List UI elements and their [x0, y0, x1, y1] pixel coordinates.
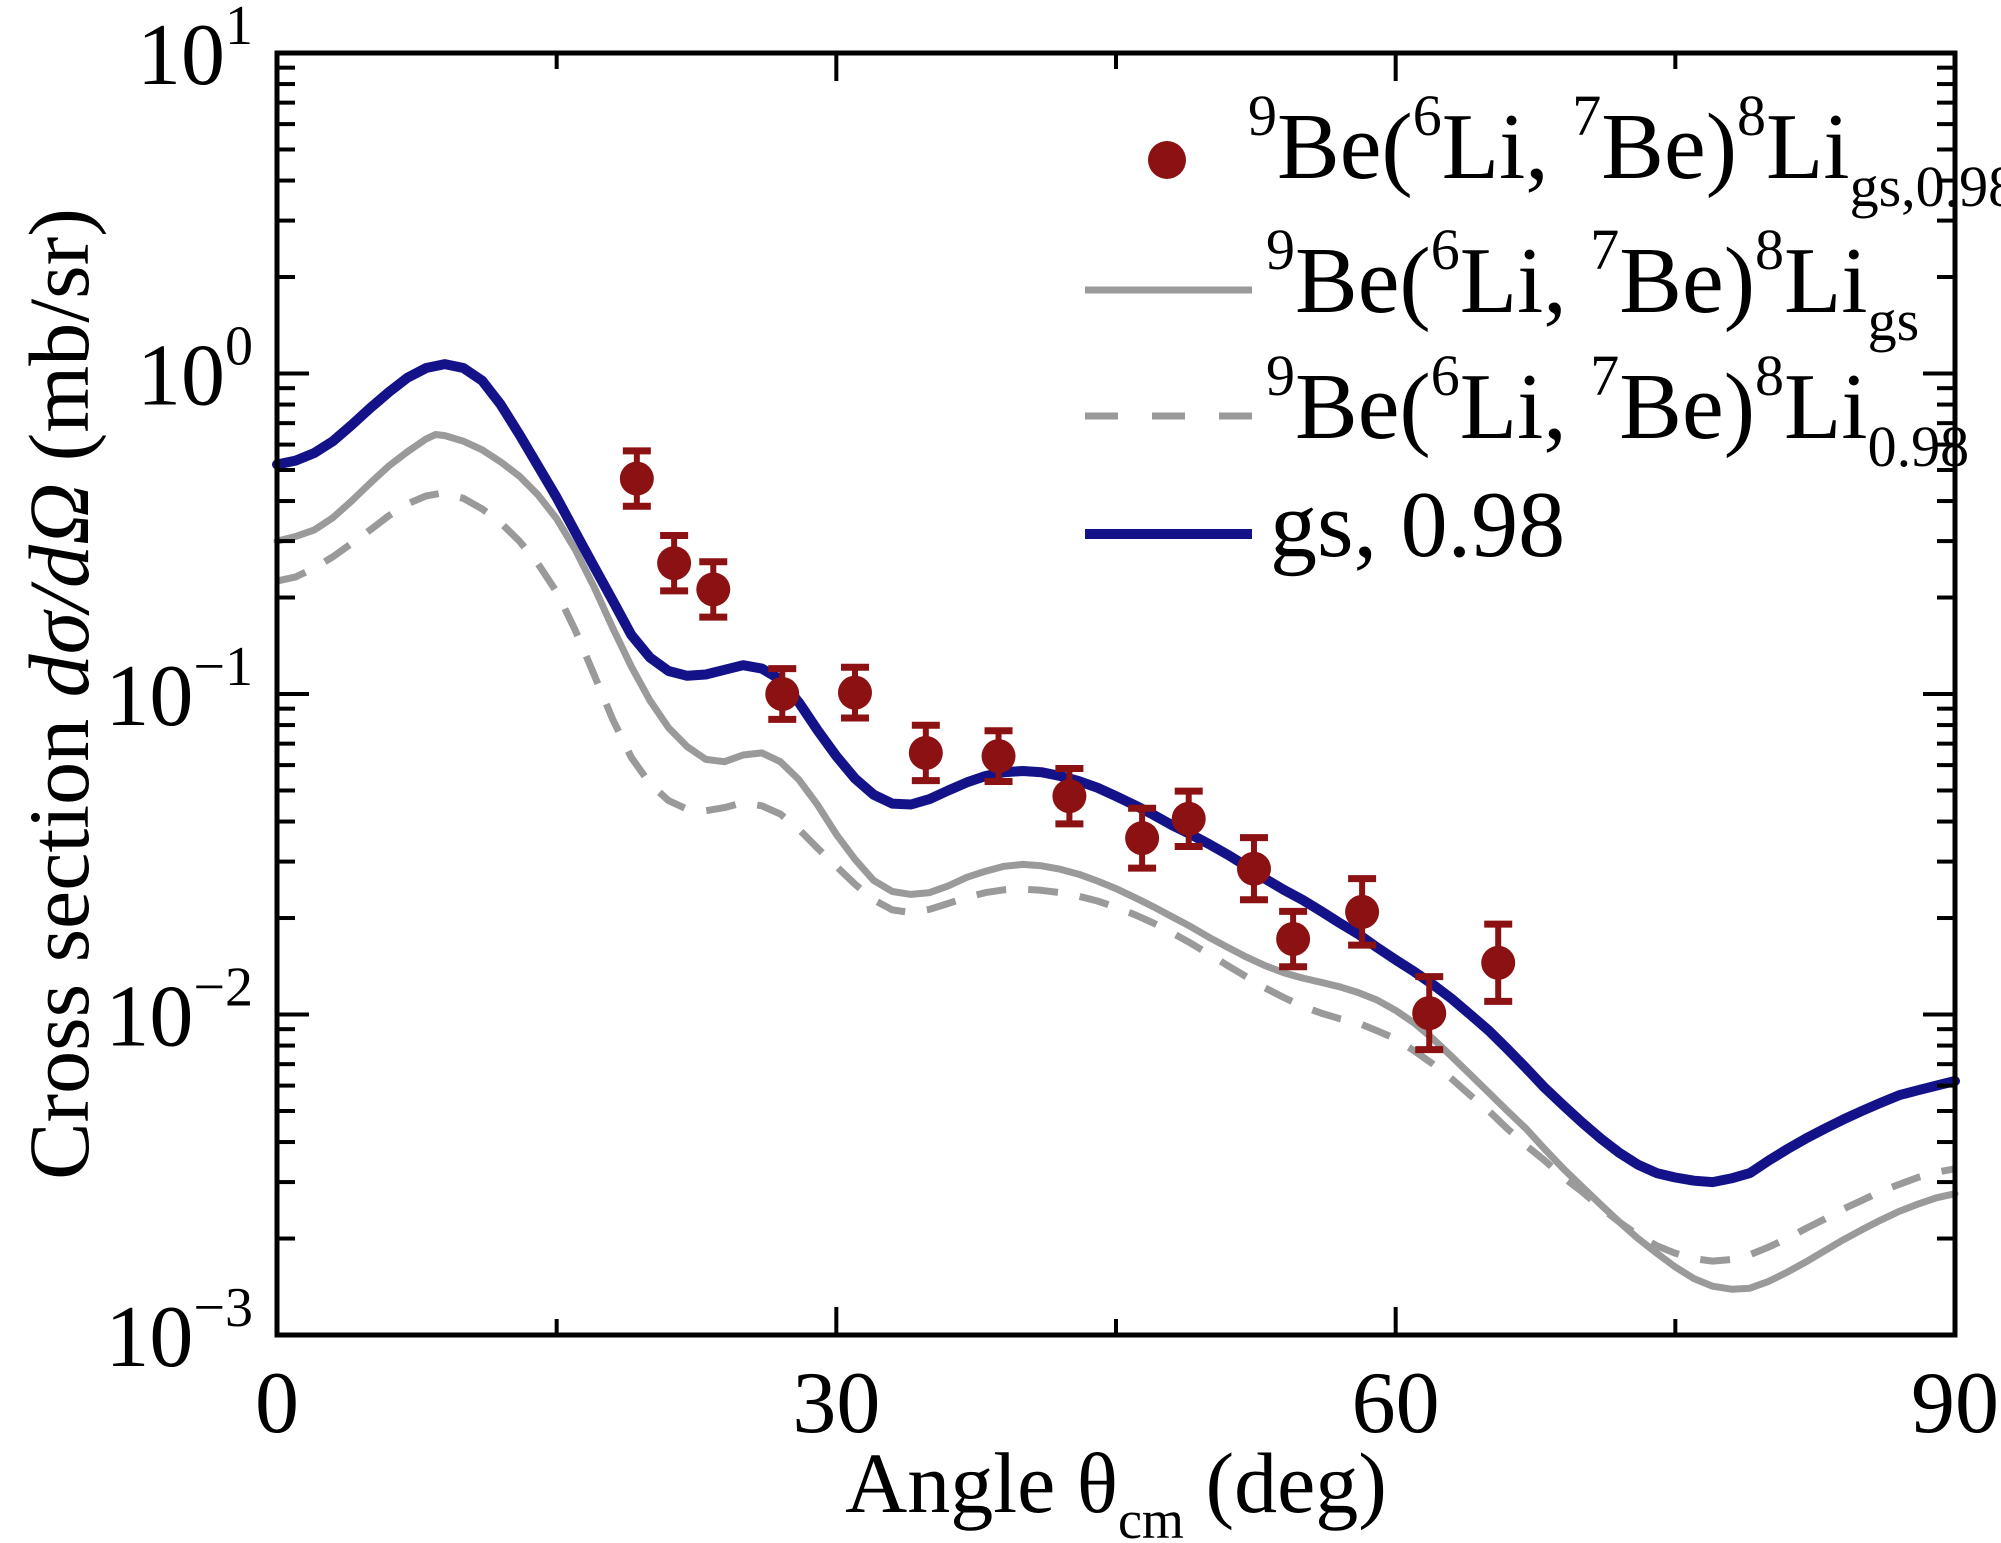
- data-point-marker: [1052, 779, 1087, 814]
- legend-label: gs, 0.98: [1270, 473, 1565, 577]
- x-tick-label: 0: [255, 1355, 299, 1452]
- data-point-marker: [1481, 945, 1516, 980]
- legend-label: 9Be(6Li, 7Be)8Ligs: [1266, 217, 1919, 353]
- data-point-marker: [696, 572, 731, 607]
- data-point-marker: [765, 677, 800, 711]
- data-point-marker: [837, 675, 872, 710]
- legend-item-data: 9Be(6Li, 7Be)8Ligs,0.98: [1148, 83, 2001, 219]
- legend-item-sum: gs, 0.98: [1085, 473, 1565, 577]
- data-point: [981, 727, 1016, 785]
- data-point-marker: [1236, 851, 1271, 886]
- data-point: [1276, 907, 1311, 971]
- legend-label: 9Be(6Li, 7Be)8Li0.98: [1266, 343, 1969, 479]
- data-point: [765, 665, 800, 723]
- plot-frame: [274, 50, 1958, 1338]
- data-point-marker: [1171, 801, 1206, 836]
- legend-dot-marker: [1148, 141, 1186, 179]
- data-point: [1236, 834, 1271, 904]
- y-tick-label: 101: [137, 0, 253, 104]
- x-tick-label: 30: [792, 1355, 880, 1452]
- data-point-marker: [1345, 894, 1380, 929]
- curve-sum: [272, 359, 1960, 1188]
- data-point-marker: [1276, 922, 1311, 957]
- data-point-marker: [657, 546, 692, 581]
- curve-098: [276, 489, 1956, 1265]
- data-point: [1412, 973, 1447, 1054]
- data-point-marker: [908, 735, 943, 770]
- data-point-marker: [1412, 996, 1447, 1031]
- legend-item-098: 9Be(6Li, 7Be)8Li0.98: [1085, 343, 1969, 479]
- data-point-marker: [1125, 821, 1160, 856]
- data-point: [1052, 764, 1087, 828]
- data-point: [837, 663, 872, 722]
- curve-gs: [273, 431, 1959, 1293]
- x-tick-label: 90: [1911, 1355, 1999, 1452]
- data-point: [696, 558, 731, 621]
- data-point: [1345, 875, 1380, 949]
- y-tick-label: 100: [137, 316, 253, 425]
- data-point: [619, 447, 654, 510]
- y-tick-label: 10−1: [105, 636, 253, 745]
- legend-item-gs: 9Be(6Li, 7Be)8Ligs: [1085, 217, 1919, 353]
- legend-label: 9Be(6Li, 7Be)8Ligs,0.98: [1248, 83, 2001, 219]
- y-tick-label: 10−3: [105, 1277, 253, 1386]
- data-point: [657, 531, 692, 595]
- data-point: [1171, 787, 1206, 850]
- data-point: [1481, 920, 1516, 1005]
- y-axis-title: Cross section dσ/dΩ (mb/sr): [11, 208, 107, 1180]
- data-point: [908, 721, 943, 785]
- x-tick-label: 60: [1352, 1355, 1440, 1452]
- y-tick-label: 10−2: [105, 957, 253, 1066]
- data-point-marker: [981, 739, 1016, 774]
- x-axis-title: Angle θcm (deg): [845, 1435, 1387, 1543]
- data-point: [1125, 804, 1160, 872]
- data-point-marker: [619, 461, 654, 496]
